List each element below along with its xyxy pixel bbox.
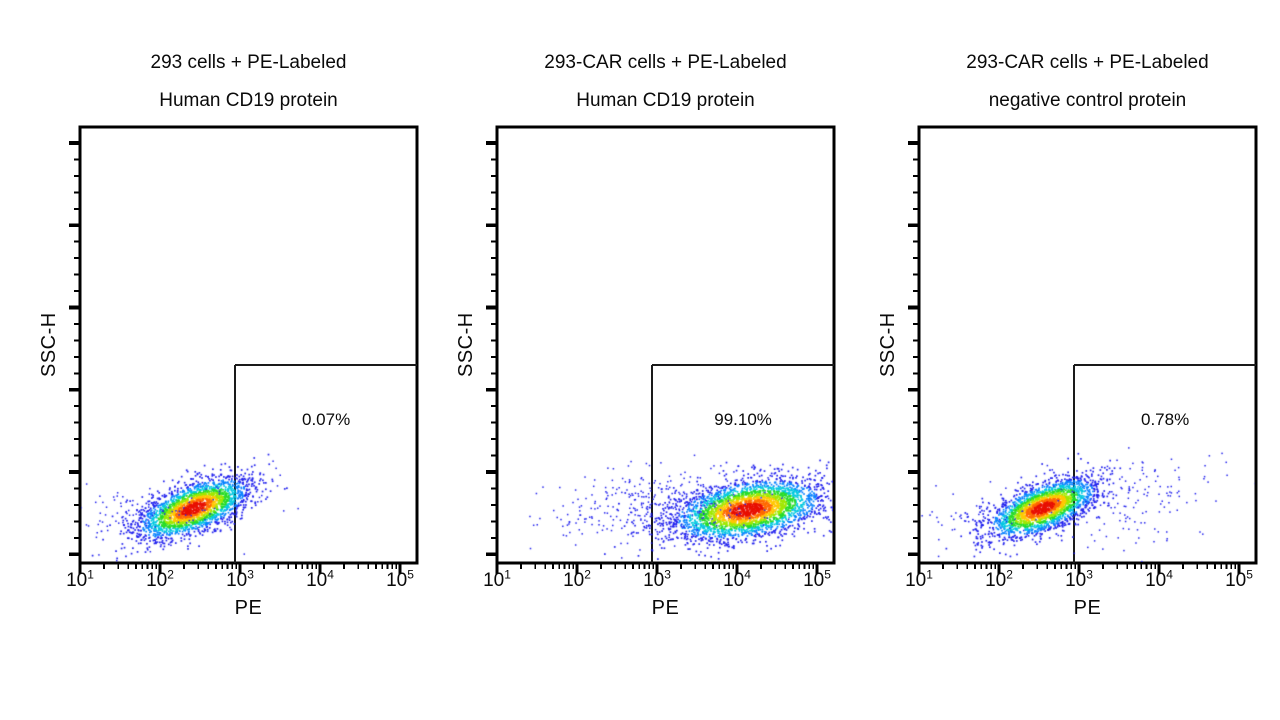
tick-exponent: 1 xyxy=(504,567,511,582)
x-axis-tick-label: 105 xyxy=(368,567,432,592)
panel-title-line2: negative control protein xyxy=(988,90,1187,111)
plot-frame xyxy=(78,125,419,565)
gate-percentage-label: 99.10% xyxy=(714,410,772,429)
x-axis-tick-label: 102 xyxy=(545,567,609,592)
x-axis-tick-label: 104 xyxy=(288,567,352,592)
tick-exponent: 5 xyxy=(1246,567,1253,582)
tick-base: 10 xyxy=(905,570,927,591)
x-axis-tick-label: 102 xyxy=(128,567,192,592)
x-axis-tick-label: 101 xyxy=(465,567,529,592)
tick-exponent: 3 xyxy=(664,567,671,582)
x-axis-tick-label: 103 xyxy=(208,567,272,592)
tick-exponent: 5 xyxy=(824,567,831,582)
plot-frame xyxy=(495,125,836,565)
tick-base: 10 xyxy=(1065,570,1087,591)
tick-exponent: 2 xyxy=(167,567,174,582)
panel-title-line2: Human CD19 protein xyxy=(576,90,755,111)
x-axis-tick-label: 101 xyxy=(887,567,951,592)
x-axis-title: PE xyxy=(234,597,263,619)
tick-exponent: 2 xyxy=(584,567,591,582)
panel-title-line1: 293-CAR cells + PE-Labeled xyxy=(544,52,787,73)
tick-exponent: 4 xyxy=(1166,567,1173,582)
y-axis-title: SSC-H xyxy=(38,312,60,378)
tick-exponent: 1 xyxy=(926,567,933,582)
axis-ticks xyxy=(486,141,819,574)
tick-base: 10 xyxy=(563,570,585,591)
x-axis-tick-label: 103 xyxy=(625,567,689,592)
tick-exponent: 5 xyxy=(407,567,414,582)
axis-ticks xyxy=(908,141,1241,574)
x-axis-tick-label: 104 xyxy=(705,567,769,592)
tick-exponent: 1 xyxy=(87,567,94,582)
flow-panel: 293 cells + PE-Labeled Human CD19 protei… xyxy=(20,0,480,680)
tick-exponent: 3 xyxy=(1086,567,1093,582)
tick-base: 10 xyxy=(226,570,248,591)
x-axis-tick-label: 103 xyxy=(1047,567,1111,592)
x-axis-tick-label: 104 xyxy=(1127,567,1191,592)
gate-percentage-label: 0.78% xyxy=(1140,410,1190,429)
tick-base: 10 xyxy=(386,570,408,591)
plot-axes xyxy=(69,125,419,574)
tick-base: 10 xyxy=(66,570,88,591)
flow-panel: 293-CAR cells + PE-Labeled negative cont… xyxy=(859,0,1280,680)
tick-base: 10 xyxy=(1225,570,1247,591)
scatter-canvas xyxy=(498,128,833,562)
tick-base: 10 xyxy=(1145,570,1167,591)
flow-panel: 293-CAR cells + PE-Labeled Human CD19 pr… xyxy=(437,0,897,680)
y-axis-title: SSC-H xyxy=(877,312,899,378)
x-axis-title: PE xyxy=(1073,597,1102,619)
x-axis-tick-label: 105 xyxy=(1207,567,1271,592)
panel-title-line2: Human CD19 protein xyxy=(159,90,338,111)
x-axis-title: PE xyxy=(651,597,680,619)
y-axis-title: SSC-H xyxy=(455,312,477,378)
tick-base: 10 xyxy=(146,570,168,591)
tick-base: 10 xyxy=(306,570,328,591)
x-axis-tick-label: 105 xyxy=(785,567,849,592)
x-axis-tick-label: 102 xyxy=(967,567,1031,592)
gate-percentage-label: 0.07% xyxy=(301,410,351,429)
tick-exponent: 2 xyxy=(1006,567,1013,582)
axis-ticks xyxy=(69,141,402,574)
tick-base: 10 xyxy=(985,570,1007,591)
panel-title-line1: 293 cells + PE-Labeled xyxy=(150,52,347,73)
tick-exponent: 4 xyxy=(327,567,334,582)
tick-base: 10 xyxy=(643,570,665,591)
scatter-canvas xyxy=(81,128,416,562)
tick-base: 10 xyxy=(723,570,745,591)
scatter-canvas xyxy=(920,128,1255,562)
plot-frame xyxy=(917,125,1258,565)
tick-exponent: 3 xyxy=(247,567,254,582)
tick-base: 10 xyxy=(803,570,825,591)
x-axis-tick-label: 101 xyxy=(48,567,112,592)
panel-title-line1: 293-CAR cells + PE-Labeled xyxy=(966,52,1209,73)
tick-base: 10 xyxy=(483,570,505,591)
tick-exponent: 4 xyxy=(744,567,751,582)
